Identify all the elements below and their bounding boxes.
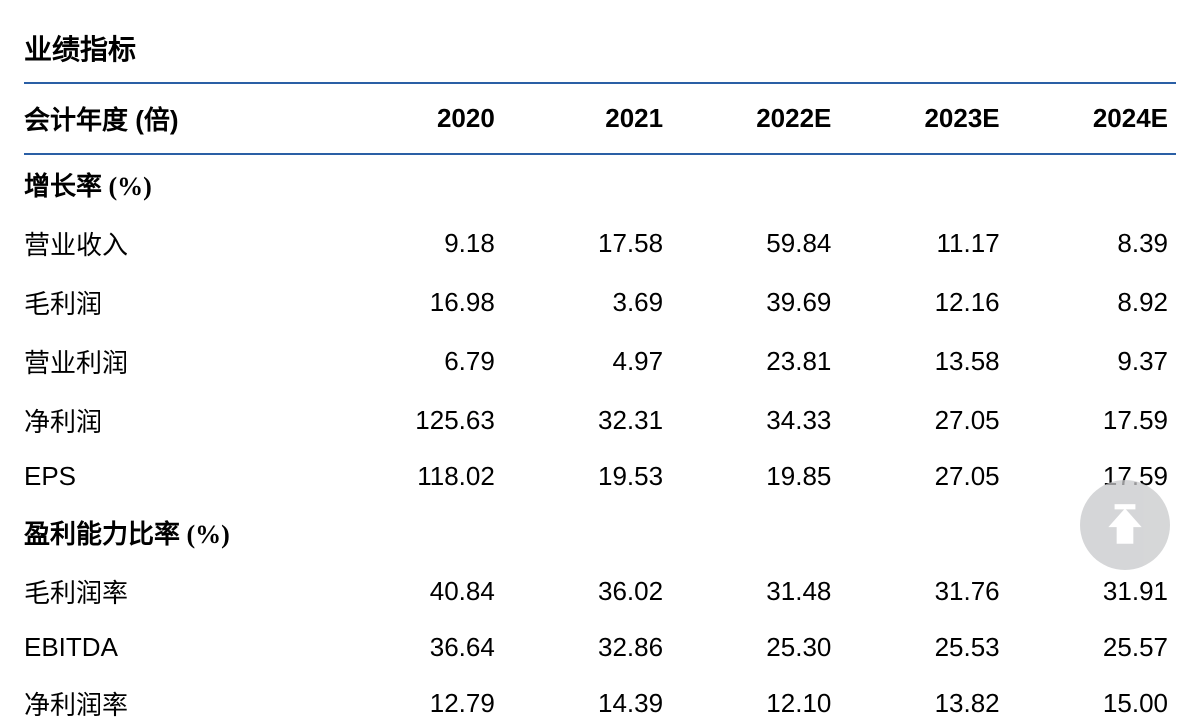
metrics-table: 会计年度 (倍) 2020 2021 2022E 2023E 2024E 增长率… xyxy=(24,84,1176,727)
cell-value: 11.17 xyxy=(839,214,1007,273)
row-label: 毛利润率 xyxy=(24,562,335,621)
row-label: 营业收入 xyxy=(24,214,335,273)
col-header-2021: 2021 xyxy=(503,84,671,154)
cell-value: 31.91 xyxy=(1008,562,1176,621)
row-label: EPS xyxy=(24,450,335,503)
cell-value: 32.86 xyxy=(503,621,671,674)
col-header-2020: 2020 xyxy=(335,84,503,154)
cell-value: 19.53 xyxy=(503,450,671,503)
cell-value: 14.39 xyxy=(503,674,671,727)
cell-value: 8.92 xyxy=(1008,273,1176,332)
cell-value: 59.84 xyxy=(671,214,839,273)
col-header-2022e: 2022E xyxy=(671,84,839,154)
cell-value: 15.00 xyxy=(1008,674,1176,727)
cell-value: 27.05 xyxy=(839,450,1007,503)
financial-metrics-panel: 业绩指标 会计年度 (倍) 2020 2021 2022E 2023E 2024… xyxy=(0,0,1200,727)
table-row: 毛利润16.983.6939.6912.168.92 xyxy=(24,273,1176,332)
table-row: 毛利润率40.8436.0231.4831.7631.91 xyxy=(24,562,1176,621)
table-row: 净利润125.6332.3134.3327.0517.59 xyxy=(24,391,1176,450)
cell-value: 23.81 xyxy=(671,332,839,391)
cell-value xyxy=(671,503,839,562)
cell-value: 125.63 xyxy=(335,391,503,450)
cell-value xyxy=(503,503,671,562)
col-header-2023e: 2023E xyxy=(839,84,1007,154)
table-row: 营业利润6.794.9723.8113.589.37 xyxy=(24,332,1176,391)
cell-value: 17.58 xyxy=(503,214,671,273)
table-row: 净利润率12.7914.3912.1013.8215.00 xyxy=(24,674,1176,727)
arrow-up-icon xyxy=(1100,500,1150,550)
row-label: 营业利润 xyxy=(24,332,335,391)
cell-value: 12.79 xyxy=(335,674,503,727)
table-row: 增长率 (%) xyxy=(24,154,1176,214)
cell-value: 13.82 xyxy=(839,674,1007,727)
row-label: 增长率 (%) xyxy=(24,154,335,214)
scroll-to-top-button[interactable] xyxy=(1080,480,1170,570)
cell-value xyxy=(335,503,503,562)
cell-value: 19.85 xyxy=(671,450,839,503)
cell-value: 34.33 xyxy=(671,391,839,450)
panel-title: 业绩指标 xyxy=(24,18,1176,84)
cell-value: 6.79 xyxy=(335,332,503,391)
table-row: 营业收入9.1817.5859.8411.178.39 xyxy=(24,214,1176,273)
cell-value: 36.02 xyxy=(503,562,671,621)
cell-value xyxy=(335,154,503,214)
cell-value: 25.30 xyxy=(671,621,839,674)
cell-value: 8.39 xyxy=(1008,214,1176,273)
cell-value: 40.84 xyxy=(335,562,503,621)
row-label: 净利润 xyxy=(24,391,335,450)
cell-value: 12.16 xyxy=(839,273,1007,332)
cell-value: 12.10 xyxy=(671,674,839,727)
cell-value: 17.59 xyxy=(1008,391,1176,450)
cell-value: 4.97 xyxy=(503,332,671,391)
table-row: 盈利能力比率 (%) xyxy=(24,503,1176,562)
cell-value xyxy=(671,154,839,214)
cell-value: 31.76 xyxy=(839,562,1007,621)
table-body: 增长率 (%)营业收入9.1817.5859.8411.178.39毛利润16.… xyxy=(24,154,1176,727)
table-row: EBITDA36.6432.8625.3025.5325.57 xyxy=(24,621,1176,674)
cell-value xyxy=(839,503,1007,562)
row-label: 净利润率 xyxy=(24,674,335,727)
col-header-2024e: 2024E xyxy=(1008,84,1176,154)
cell-value: 118.02 xyxy=(335,450,503,503)
cell-value: 36.64 xyxy=(335,621,503,674)
cell-value: 39.69 xyxy=(671,273,839,332)
cell-value xyxy=(839,154,1007,214)
cell-value: 9.18 xyxy=(335,214,503,273)
cell-value xyxy=(503,154,671,214)
cell-value: 25.57 xyxy=(1008,621,1176,674)
cell-value: 25.53 xyxy=(839,621,1007,674)
row-label: 毛利润 xyxy=(24,273,335,332)
cell-value: 9.37 xyxy=(1008,332,1176,391)
row-label: 盈利能力比率 (%) xyxy=(24,503,335,562)
cell-value: 3.69 xyxy=(503,273,671,332)
table-header-row: 会计年度 (倍) 2020 2021 2022E 2023E 2024E xyxy=(24,84,1176,154)
cell-value: 16.98 xyxy=(335,273,503,332)
cell-value: 31.48 xyxy=(671,562,839,621)
row-header-label: 会计年度 (倍) xyxy=(24,84,335,154)
cell-value xyxy=(1008,154,1176,214)
row-label: EBITDA xyxy=(24,621,335,674)
cell-value: 13.58 xyxy=(839,332,1007,391)
cell-value: 27.05 xyxy=(839,391,1007,450)
table-row: EPS118.0219.5319.8527.0517.59 xyxy=(24,450,1176,503)
cell-value: 32.31 xyxy=(503,391,671,450)
